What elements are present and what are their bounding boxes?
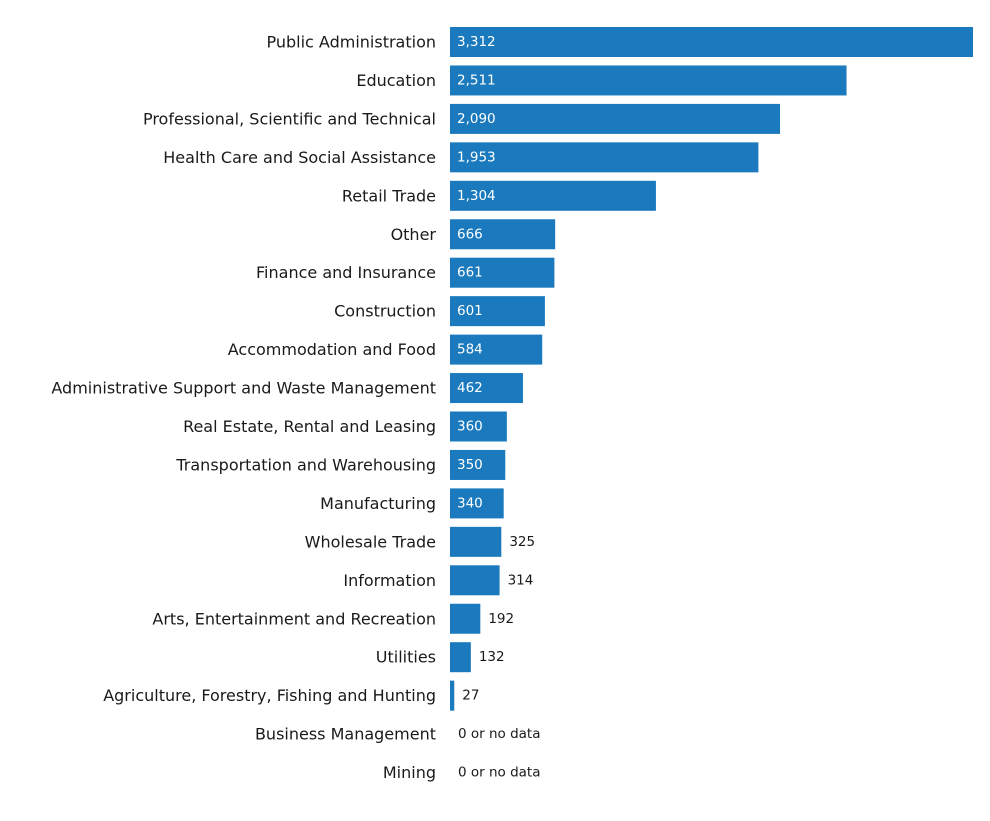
category-label: Real Estate, Rental and Leasing bbox=[183, 417, 436, 436]
bar[interactable] bbox=[450, 257, 555, 288]
bar[interactable] bbox=[450, 180, 656, 211]
bar[interactable] bbox=[450, 411, 507, 442]
bars-group bbox=[450, 27, 973, 711]
bar[interactable] bbox=[450, 603, 481, 634]
bar[interactable] bbox=[450, 296, 545, 327]
category-label: Accommodation and Food bbox=[228, 340, 436, 359]
value-label: 3,312 bbox=[457, 34, 496, 50]
bar[interactable] bbox=[450, 642, 471, 673]
bar[interactable] bbox=[450, 334, 543, 365]
category-label: Information bbox=[343, 571, 436, 590]
bar[interactable] bbox=[450, 680, 455, 711]
value-label: 360 bbox=[457, 419, 483, 435]
bar[interactable] bbox=[450, 219, 556, 250]
category-label: Agriculture, Forestry, Fishing and Hunti… bbox=[103, 686, 436, 705]
value-label: 601 bbox=[457, 303, 483, 319]
value-label: 192 bbox=[488, 611, 514, 627]
bar[interactable] bbox=[450, 27, 973, 57]
bar[interactable] bbox=[450, 526, 502, 557]
category-label: Public Administration bbox=[266, 33, 436, 52]
category-label: Manufacturing bbox=[320, 494, 436, 513]
category-label: Health Care and Social Assistance bbox=[163, 148, 436, 167]
bar[interactable] bbox=[450, 449, 506, 480]
value-label: 661 bbox=[457, 265, 483, 281]
value-label: 2,090 bbox=[457, 111, 496, 127]
value-label: 1,953 bbox=[457, 149, 496, 165]
value-label: 584 bbox=[457, 342, 483, 358]
category-label: Other bbox=[391, 225, 437, 244]
category-label: Utilities bbox=[376, 648, 436, 667]
value-labels: 3,312 2,511 2,090 1,953 1,304 666 661 601 584 462… bbox=[457, 34, 541, 781]
category-label: Finance and Insurance bbox=[256, 263, 436, 282]
category-label: Professional, Scientific and Technical bbox=[143, 109, 436, 128]
value-label: 340 bbox=[457, 495, 483, 511]
value-label: 462 bbox=[457, 380, 483, 396]
category-label: Administrative Support and Waste Managem… bbox=[51, 379, 436, 398]
value-label: 1,304 bbox=[457, 188, 496, 204]
category-label: Arts, Entertainment and Recreation bbox=[152, 609, 436, 628]
value-label: 0 or no data bbox=[458, 765, 541, 781]
category-label: Retail Trade bbox=[342, 186, 436, 205]
category-labels: Public Administration Education Profession… bbox=[51, 33, 436, 783]
category-label: Wholesale Trade bbox=[305, 532, 436, 551]
category-label: Transportation and Warehousing bbox=[175, 455, 436, 474]
category-label: Mining bbox=[383, 763, 436, 782]
bar[interactable] bbox=[450, 373, 523, 404]
category-label: Education bbox=[356, 71, 436, 90]
bar[interactable] bbox=[450, 488, 504, 519]
value-label: 0 or no data bbox=[458, 726, 541, 742]
value-label: 325 bbox=[509, 534, 535, 550]
value-label: 2,511 bbox=[457, 72, 496, 88]
bar[interactable] bbox=[450, 142, 759, 173]
value-label: 666 bbox=[457, 226, 483, 242]
bar[interactable] bbox=[450, 103, 781, 134]
value-label: 27 bbox=[462, 688, 479, 704]
value-label: 132 bbox=[479, 649, 505, 665]
value-label: 350 bbox=[457, 457, 483, 473]
category-label: Construction bbox=[334, 302, 436, 321]
bar[interactable] bbox=[450, 565, 500, 596]
bar[interactable] bbox=[450, 65, 847, 96]
value-label: 314 bbox=[508, 572, 534, 588]
category-label: Business Management bbox=[255, 725, 436, 744]
